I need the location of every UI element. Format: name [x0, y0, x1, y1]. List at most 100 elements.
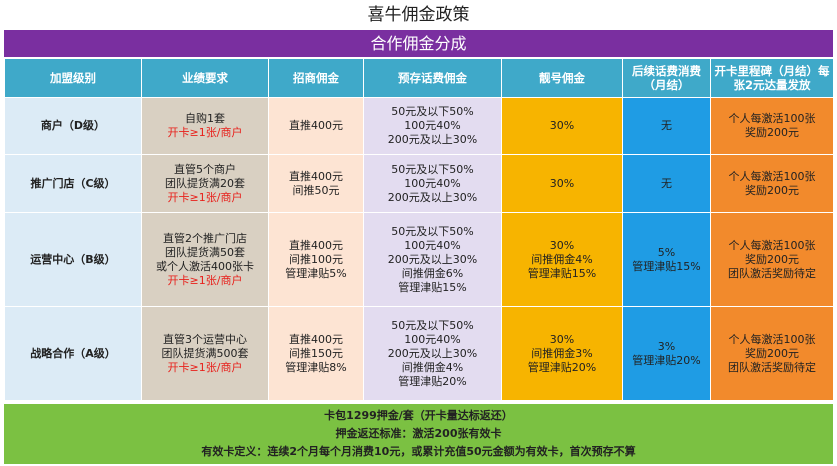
recruit-cell: 直推400元 间推50元	[268, 154, 364, 213]
number-line: 间推佣金3%	[531, 346, 593, 360]
recruit-line: 间推100元	[289, 252, 343, 266]
recruit-line: 直推400元	[289, 119, 343, 132]
milestone-line: 奖励200元	[745, 126, 799, 139]
footer-line: 有效卡定义：连续2个月每个月消费10元，或累计充值50元金额为有效卡，首次预存不…	[201, 445, 636, 458]
milestone-line: 奖励200元	[745, 346, 799, 360]
header-number: 靓号佣金	[501, 58, 623, 98]
activation-requirement-note: 开卡≥1张/商户	[167, 360, 243, 374]
header-level: 加盟级别	[4, 58, 142, 98]
prepay-line: 200元及以上30%	[387, 252, 478, 266]
milestone-line: 团队激活奖励待定	[728, 266, 816, 280]
prepay-line: 间推佣金6%	[401, 266, 464, 280]
milestone-line: 个人每激活100张	[728, 238, 816, 252]
section-banner: 合作佣金分成	[4, 30, 833, 57]
level-cell: 战略合作（A级）	[4, 306, 142, 401]
milestone-line: 个人每激活100张	[728, 332, 816, 346]
performance-line: 团队提货满50套	[165, 245, 245, 259]
recruit-line: 直推400元	[289, 238, 343, 252]
recruit-line: 管理津贴8%	[285, 360, 347, 374]
number-cell: 30% 间推佣金4% 管理津贴15%	[501, 212, 623, 307]
topup-line: 管理津贴20%	[632, 353, 701, 367]
topup-cell: 无	[622, 154, 711, 213]
level-cell: 商户（D级）	[4, 97, 142, 155]
milestone-cell: 个人每激活100张 奖励200元	[710, 154, 834, 213]
table-row: 商户（D级） 自购1套 开卡≥1张/商户 直推400元 50元及以下50% 100元40%…	[4, 97, 834, 155]
header-performance: 业绩要求	[141, 58, 269, 98]
prepay-cell: 50元及以下50% 100元40% 200元及以上30% 间推佣金6% 管理津贴15%	[363, 212, 502, 307]
milestone-line: 团队激活奖励待定	[728, 360, 816, 374]
performance-line: 团队提货满20套	[165, 176, 245, 190]
activation-requirement-note: 开卡≥1张/商户	[167, 190, 243, 204]
prepay-line: 管理津贴15%	[398, 280, 467, 294]
prepay-line: 200元及以上30%	[387, 346, 478, 360]
milestone-line: 奖励200元	[745, 252, 799, 266]
number-line: 管理津贴15%	[527, 266, 597, 280]
table-row: 推广门店（C级） 直管5个商户 团队提货满20套 开卡≥1张/商户 直推400元 间推50…	[4, 154, 834, 213]
table-header-row: 加盟级别 业绩要求 招商佣金 预存话费佣金 靓号佣金 后续话费消费（月结） 开卡…	[4, 58, 834, 98]
deposit-notes: 卡包1299押金/套（开卡量达标返还） 押金返还标准：激活200张有效卡 有效卡…	[4, 404, 833, 464]
recruit-cell: 直推400元	[268, 97, 364, 155]
number-line: 30%	[549, 238, 575, 252]
activation-requirement-note: 开卡≥1张/商户	[167, 273, 243, 287]
prepay-line: 100元40%	[404, 332, 461, 346]
performance-line: 自购1套	[185, 112, 225, 125]
performance-line: 或个人激活400张卡	[156, 259, 254, 273]
footer-line: 押金返还标准：激活200张有效卡	[335, 427, 502, 440]
topup-line: 3%	[657, 339, 676, 353]
number-line: 30%	[549, 119, 575, 132]
topup-cell: 5% 管理津贴15%	[622, 212, 711, 307]
milestone-cell: 个人每激活100张 奖励200元	[710, 97, 834, 155]
header-topup: 后续话费消费（月结）	[622, 58, 711, 98]
prepay-line: 100元40%	[404, 119, 461, 132]
prepay-line: 间推佣金4%	[401, 360, 464, 374]
prepay-cell: 50元及以下50% 100元40% 200元及以上30%	[363, 154, 502, 213]
performance-line: 直管2个推广门店	[163, 231, 247, 245]
recruit-line: 直推400元	[289, 169, 343, 183]
prepay-line: 50元及以下50%	[391, 105, 474, 118]
milestone-line: 个人每激活100张	[728, 112, 816, 125]
performance-line: 直管5个商户	[174, 162, 236, 176]
topup-line: 5%	[657, 245, 676, 259]
performance-cell: 直管5个商户 团队提货满20套 开卡≥1张/商户	[141, 154, 269, 213]
performance-line: 直管3个运营中心	[163, 332, 247, 346]
prepay-line: 50元及以下50%	[391, 224, 474, 238]
number-cell: 30% 间推佣金3% 管理津贴20%	[501, 306, 623, 401]
number-line: 管理津贴20%	[527, 360, 597, 374]
prepay-line: 管理津贴20%	[398, 374, 467, 388]
page-title: 喜牛佣金政策	[0, 0, 837, 30]
footer-line: 卡包1299押金/套（开卡量达标返还）	[324, 409, 513, 422]
performance-cell: 自购1套 开卡≥1张/商户	[141, 97, 269, 155]
header-milestone: 开卡里程碑（月结）每张2元达量发放	[710, 58, 834, 98]
recruit-line: 间推150元	[289, 346, 343, 360]
recruit-line: 管理津贴5%	[285, 266, 347, 280]
table-row: 运营中心（B级） 直管2个推广门店 团队提货满50套 或个人激活400张卡 开卡≥1张/…	[4, 212, 834, 307]
milestone-line: 奖励200元	[745, 183, 799, 197]
prepay-line: 200元及以上30%	[387, 190, 478, 204]
number-cell: 30%	[501, 154, 623, 213]
recruit-line: 间推50元	[292, 183, 340, 197]
milestone-line: 个人每激活100张	[728, 169, 816, 183]
prepay-line: 50元及以下50%	[391, 318, 474, 332]
table-row: 战略合作（A级） 直管3个运营中心 团队提货满500套 开卡≥1张/商户 直推400元间…	[4, 306, 834, 401]
performance-line: 团队提货满500套	[161, 346, 249, 360]
milestone-cell: 个人每激活100张 奖励200元 团队激活奖励待定	[710, 306, 834, 401]
prepay-line: 200元及以上30%	[387, 133, 478, 146]
prepay-cell: 50元及以下50% 100元40% 200元及以上30% 间推佣金4% 管理津贴20%	[363, 306, 502, 401]
topup-line: 无	[661, 119, 672, 132]
level-cell: 推广门店（C级）	[4, 154, 142, 213]
topup-line: 管理津贴15%	[632, 259, 701, 273]
recruit-line: 直推400元	[289, 332, 343, 346]
milestone-cell: 个人每激活100张 奖励200元 团队激活奖励待定	[710, 212, 834, 307]
prepay-line: 100元40%	[404, 176, 461, 190]
prepay-cell: 50元及以下50% 100元40% 200元及以上30%	[363, 97, 502, 155]
recruit-cell: 直推400元 间推150元 管理津贴8%	[268, 306, 364, 401]
number-line: 30%	[549, 176, 575, 190]
recruit-cell: 直推400元 间推100元 管理津贴5%	[268, 212, 364, 307]
header-recruit: 招商佣金	[268, 58, 364, 98]
number-line: 间推佣金4%	[531, 252, 593, 266]
prepay-line: 100元40%	[404, 238, 461, 252]
level-cell: 运营中心（B级）	[4, 212, 142, 307]
topup-line: 无	[661, 176, 672, 190]
commission-table: 加盟级别 业绩要求 招商佣金 预存话费佣金 靓号佣金 后续话费消费（月结） 开卡…	[4, 58, 834, 401]
